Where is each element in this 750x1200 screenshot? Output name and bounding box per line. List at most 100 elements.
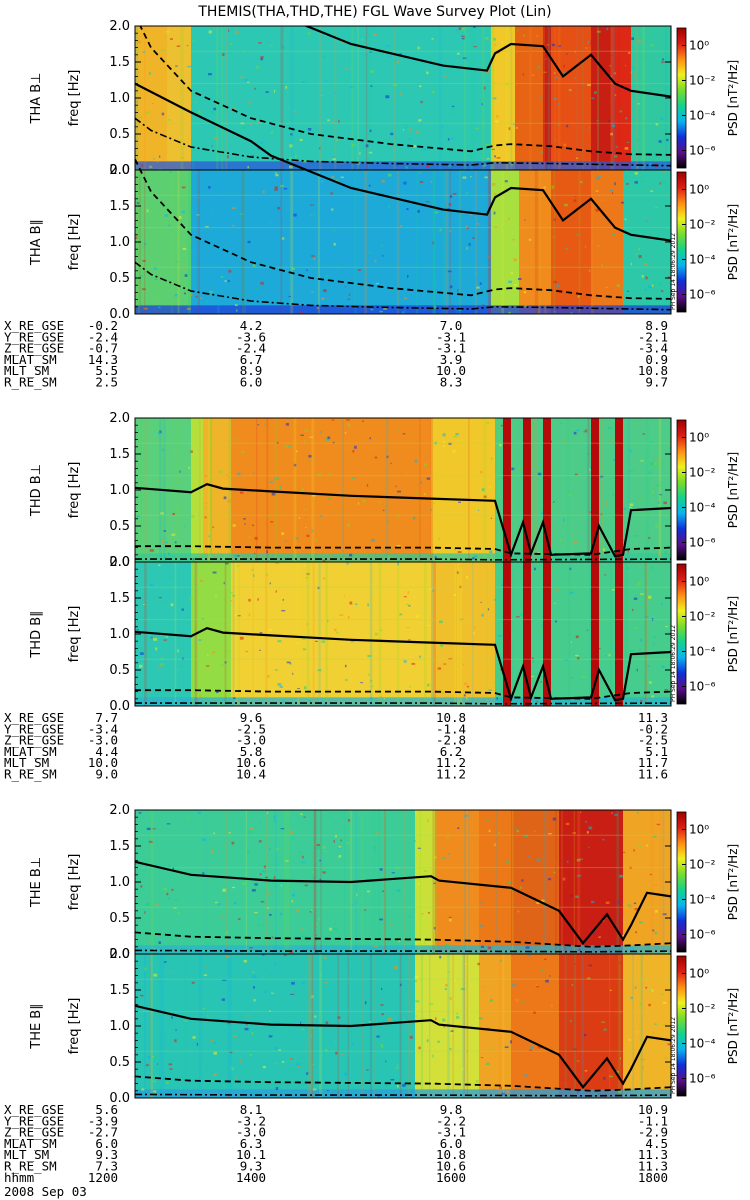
noise-pixel bbox=[281, 532, 284, 536]
streak bbox=[618, 26, 620, 170]
noise-pixel bbox=[186, 307, 191, 311]
noise-pixel bbox=[662, 58, 664, 61]
streak bbox=[495, 810, 498, 954]
noise-pixel bbox=[385, 1060, 387, 1063]
noise-pixel bbox=[647, 302, 650, 305]
spectrogram-panel bbox=[135, 954, 671, 1098]
noise-pixel bbox=[153, 267, 158, 270]
noise-pixel bbox=[164, 214, 169, 217]
streak bbox=[488, 170, 492, 314]
noise-pixel bbox=[621, 539, 625, 542]
noise-pixel bbox=[479, 924, 484, 927]
noise-pixel bbox=[320, 430, 322, 434]
colorbar bbox=[676, 811, 687, 953]
noise-pixel bbox=[277, 1092, 279, 1095]
streak bbox=[576, 26, 578, 170]
noise-pixel bbox=[382, 890, 385, 892]
noise-pixel bbox=[289, 144, 293, 148]
y-tick-label: 1.5 bbox=[109, 591, 130, 606]
noise-pixel bbox=[260, 58, 263, 61]
noise-pixel bbox=[311, 1063, 315, 1065]
noise-pixel bbox=[620, 201, 625, 204]
noise-pixel bbox=[148, 72, 151, 75]
streak bbox=[601, 418, 604, 562]
spectral-band bbox=[135, 170, 191, 314]
noise-pixel bbox=[155, 295, 157, 298]
spectral-band bbox=[203, 418, 231, 562]
noise-pixel bbox=[407, 591, 410, 594]
noise-pixel bbox=[272, 247, 274, 250]
noise-pixel bbox=[642, 433, 645, 435]
noise-pixel bbox=[403, 181, 407, 185]
noise-pixel bbox=[332, 441, 335, 444]
ephemeris-value: 5.5 bbox=[95, 363, 118, 378]
noise-pixel bbox=[309, 910, 312, 913]
noise-pixel bbox=[493, 1087, 497, 1090]
noise-pixel bbox=[589, 511, 593, 513]
spectral-band bbox=[495, 418, 671, 562]
noise-pixel bbox=[552, 236, 556, 238]
ephemeris-label: R_RE_SM bbox=[4, 767, 57, 782]
noise-pixel bbox=[609, 189, 614, 192]
noise-pixel bbox=[460, 987, 465, 991]
noise-pixel bbox=[254, 536, 258, 540]
noise-pixel bbox=[420, 481, 423, 484]
noise-pixel bbox=[636, 505, 638, 507]
noise-pixel bbox=[587, 84, 591, 86]
noise-pixel bbox=[213, 1073, 217, 1076]
noise-pixel bbox=[172, 513, 176, 516]
noise-pixel bbox=[431, 90, 435, 93]
noise-pixel bbox=[596, 119, 599, 122]
noise-pixel bbox=[276, 441, 279, 444]
noise-pixel bbox=[344, 286, 347, 288]
noise-pixel bbox=[203, 974, 208, 976]
noise-pixel bbox=[494, 155, 496, 158]
colorbar-tick-label: 10⁰ bbox=[689, 823, 709, 837]
noise-pixel bbox=[584, 1070, 588, 1072]
noise-pixel bbox=[292, 672, 294, 675]
streak bbox=[224, 26, 228, 170]
noise-pixel bbox=[135, 964, 139, 968]
noise-pixel bbox=[566, 941, 568, 945]
noise-pixel bbox=[478, 1017, 483, 1020]
colorbar-tick-label: 10⁰ bbox=[689, 39, 709, 53]
noise-pixel bbox=[416, 284, 419, 286]
noise-pixel bbox=[298, 516, 300, 519]
noise-pixel bbox=[597, 244, 600, 247]
noise-pixel bbox=[362, 146, 364, 150]
noise-pixel bbox=[649, 162, 653, 165]
noise-pixel bbox=[669, 444, 671, 447]
noise-pixel bbox=[194, 932, 197, 935]
streak bbox=[532, 418, 535, 562]
noise-pixel bbox=[161, 540, 166, 543]
noise-pixel bbox=[533, 673, 538, 675]
colorbar-tick-label: 10⁻⁶ bbox=[689, 928, 716, 942]
noise-pixel bbox=[238, 556, 242, 560]
noise-pixel bbox=[629, 906, 633, 909]
noise-pixel bbox=[277, 206, 281, 210]
noise-pixel bbox=[160, 512, 164, 515]
noise-pixel bbox=[247, 240, 251, 244]
noise-pixel bbox=[171, 1016, 173, 1020]
noise-pixel bbox=[623, 507, 627, 510]
noise-pixel bbox=[654, 207, 659, 209]
chart-title: THEMIS(THA,THD,THE) FGL Wave Survey Plot… bbox=[197, 4, 551, 20]
freq-axis-label: freq [Hz] bbox=[67, 854, 82, 911]
noise-pixel bbox=[289, 1057, 292, 1061]
noise-pixel bbox=[537, 66, 541, 69]
noise-pixel bbox=[633, 597, 638, 600]
noise-pixel bbox=[462, 912, 465, 916]
noise-pixel bbox=[201, 617, 205, 620]
noise-pixel bbox=[636, 1031, 639, 1033]
noise-pixel bbox=[179, 470, 181, 473]
ephemeris-value: -2.8 bbox=[436, 733, 466, 748]
noise-pixel bbox=[420, 100, 423, 104]
noise-pixel bbox=[268, 629, 273, 631]
noise-pixel bbox=[301, 861, 306, 863]
noise-pixel bbox=[350, 970, 352, 974]
noise-pixel bbox=[136, 202, 140, 205]
solid-frequency-line bbox=[135, 627, 671, 703]
noise-pixel bbox=[257, 498, 260, 501]
noise-pixel bbox=[137, 651, 139, 654]
noise-pixel bbox=[252, 975, 257, 979]
